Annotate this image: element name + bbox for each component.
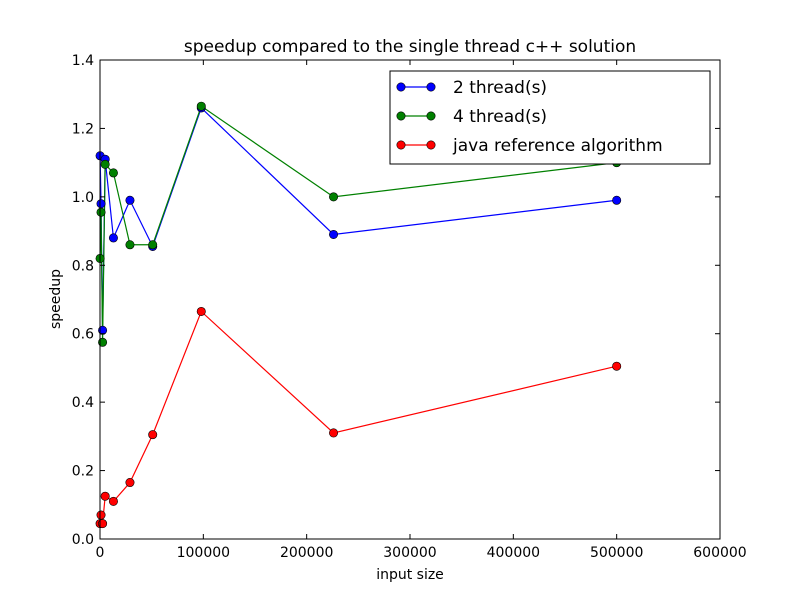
data-point-2-thread-s-5	[125, 195, 135, 205]
y-tick-label: 1.2	[72, 121, 94, 137]
legend-marker-java-reference-algorithm	[396, 140, 406, 150]
y-tick-label: 0.6	[72, 327, 94, 343]
x-tick-label: 0	[96, 545, 105, 561]
x-tick-label: 600000	[693, 545, 746, 561]
data-point-4-thread-s-5	[125, 240, 135, 250]
y-tick-label: 1.0	[72, 190, 94, 206]
legend-box	[389, 70, 711, 165]
y-axis-label: speedup	[48, 269, 64, 329]
legend-marker-java-reference-algorithm	[426, 140, 436, 150]
x-tick-label: 200000	[280, 545, 333, 561]
legend-marker-2-thread-s	[426, 82, 436, 92]
legend-label-java-reference-algorithm: java reference algorithm	[452, 136, 663, 156]
y-tick-label: 1.4	[72, 53, 94, 69]
y-tick-label: 0.2	[72, 464, 94, 480]
x-axis-label: input size	[376, 567, 444, 583]
x-tick-label: 100000	[177, 545, 230, 561]
x-tick-label: 500000	[590, 545, 643, 561]
data-point-4-thread-s-1	[96, 207, 106, 217]
x-tick-label: 300000	[383, 545, 436, 561]
data-point-4-thread-s-7	[196, 101, 206, 111]
data-point-java-reference-algorithm-9	[612, 361, 622, 371]
legend-marker-4-thread-s	[396, 111, 406, 121]
data-point-2-thread-s-9	[612, 195, 622, 205]
y-tick-label: 0.4	[72, 395, 94, 411]
legend-label-2-thread-s: 2 thread(s)	[453, 78, 547, 98]
data-point-4-thread-s-6	[148, 240, 158, 250]
plot-area: 0 100000 200000 300000 400000 500000 600000 0.0…	[72, 53, 747, 561]
data-point-2-thread-s-8	[329, 229, 339, 239]
data-point-4-thread-s-3	[100, 159, 110, 169]
data-point-2-thread-s-1	[96, 199, 106, 209]
legend: 2 thread(s) 4 thread(s) java reference alg…	[389, 70, 711, 165]
legend-marker-2-thread-s	[396, 82, 406, 92]
data-point-java-reference-algorithm-5	[125, 478, 135, 488]
data-point-4-thread-s-8	[329, 192, 339, 202]
data-point-java-reference-algorithm-7	[196, 306, 206, 316]
chart-title: speedup compared to the single thread c+…	[184, 37, 636, 57]
data-point-java-reference-algorithm-4	[108, 496, 118, 506]
data-point-java-reference-algorithm-3	[100, 491, 110, 501]
data-point-4-thread-s-4	[108, 168, 118, 178]
y-tick-label: 0.0	[72, 532, 94, 548]
series-line-4-thread-s	[99, 105, 617, 343]
y-tick-label: 0.8	[72, 258, 94, 274]
data-point-java-reference-algorithm-8	[329, 428, 339, 438]
data-point-java-reference-algorithm-6	[148, 430, 158, 440]
data-point-2-thread-s-4	[108, 233, 118, 243]
data-point-java-reference-algorithm-1	[96, 510, 106, 520]
legend-marker-4-thread-s	[426, 111, 436, 121]
legend-label-4-thread-s: 4 thread(s)	[453, 107, 547, 127]
x-tick-label: 400000	[487, 545, 540, 561]
